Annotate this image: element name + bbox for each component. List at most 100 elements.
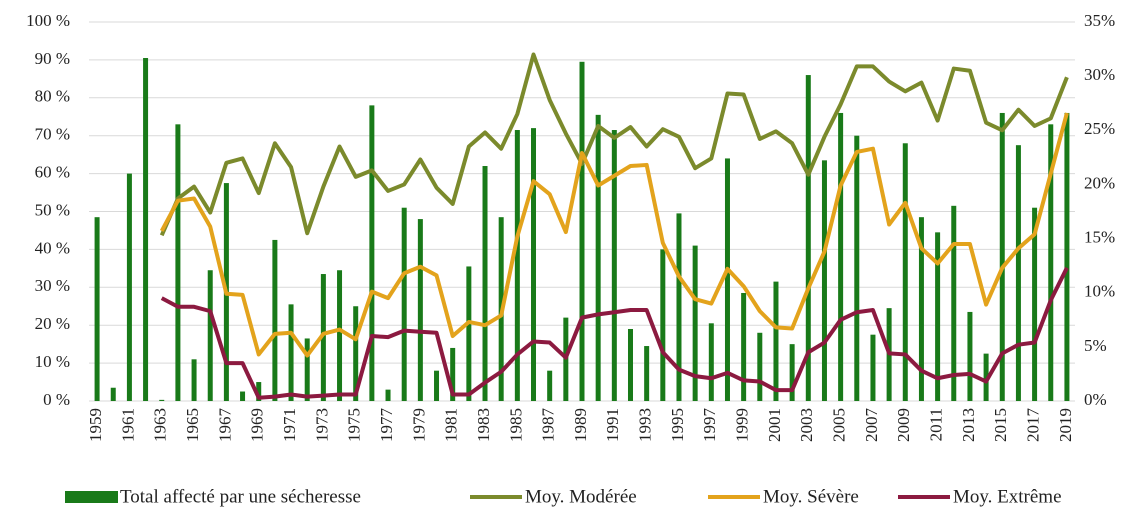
legend-label: Moy. Modérée (525, 486, 637, 507)
legend-swatch (65, 491, 118, 503)
x-tick-label: 1973 (312, 408, 331, 442)
bar (902, 143, 908, 401)
bar (256, 382, 262, 401)
bar (741, 292, 747, 401)
bar (724, 158, 730, 401)
x-tick-label: 2015 (991, 408, 1010, 442)
bar (1032, 207, 1038, 401)
y-tick-label: 0 % (43, 390, 70, 409)
x-tick-label: 1983 (474, 408, 493, 442)
bar (1015, 145, 1021, 401)
bar (1064, 112, 1070, 402)
bar (692, 245, 698, 401)
bar (708, 323, 714, 401)
x-tick-label: 2001 (765, 408, 784, 442)
bar (110, 387, 116, 401)
x-tick-label: 2019 (1056, 408, 1075, 442)
bar (644, 346, 650, 401)
bar (676, 213, 682, 401)
x-tick-label: 1987 (539, 408, 558, 443)
bar (353, 306, 359, 401)
y2-tick-label: 35% (1084, 11, 1115, 30)
y2-tick-label: 30% (1084, 65, 1115, 84)
bar (757, 332, 763, 401)
y2-tick-label: 5% (1084, 336, 1107, 355)
x-tick-label: 2011 (927, 408, 946, 441)
x-tick-label: 1967 (215, 408, 234, 443)
bar (304, 338, 310, 401)
bar (175, 124, 181, 401)
bar (288, 304, 294, 401)
bar (450, 347, 456, 401)
bar (514, 130, 520, 401)
x-tick-label: 1981 (442, 408, 461, 442)
y-tick-label: 20 % (35, 314, 70, 333)
y-tick-label: 70 % (35, 125, 70, 144)
y-tick-label: 50 % (35, 200, 70, 219)
bar (805, 75, 811, 401)
bar (385, 389, 391, 401)
x-tick-label: 1985 (506, 408, 525, 442)
bar (935, 232, 941, 401)
x-tick-label: 1993 (636, 408, 655, 442)
x-tick-label: 1975 (345, 408, 364, 442)
bar (611, 130, 617, 401)
x-tick-label: 1961 (118, 408, 137, 442)
bar (595, 114, 601, 401)
x-tick-label: 2005 (830, 408, 849, 442)
bar (401, 207, 407, 401)
x-tick-label: 1989 (571, 408, 590, 442)
bar (272, 239, 278, 401)
bar (951, 205, 957, 401)
x-tick-label: 2009 (894, 408, 913, 442)
bar (434, 370, 440, 401)
y2-tick-label: 15% (1084, 227, 1115, 246)
bar (417, 219, 423, 401)
line (159, 52, 1069, 237)
x-tick-label: 1965 (183, 408, 202, 442)
bar (531, 128, 537, 401)
y-tick-label: 90 % (35, 49, 70, 68)
bar (207, 270, 213, 401)
y2-tick-label: 20% (1084, 173, 1115, 192)
y2-tick-label: 10% (1084, 282, 1115, 301)
x-tick-label: 1959 (86, 408, 105, 442)
bar (854, 135, 860, 401)
y-tick-label: 10 % (35, 352, 70, 371)
bar (983, 353, 989, 401)
bar (838, 112, 844, 402)
bar (94, 217, 100, 401)
line (159, 112, 1069, 358)
bar (369, 105, 375, 401)
bar (191, 359, 197, 401)
legend-label: Total affecté par une sécheresse (120, 486, 361, 507)
bar (579, 61, 585, 402)
y-tick-label: 80 % (35, 87, 70, 106)
x-tick-label: 1995 (668, 408, 687, 442)
x-tick-label: 1971 (280, 408, 299, 442)
x-tick-label: 1991 (603, 408, 622, 442)
y2-tick-label: 25% (1084, 119, 1115, 138)
bar (821, 160, 827, 401)
x-tick-label: 2003 (797, 408, 816, 442)
y-tick-label: 30 % (35, 276, 70, 295)
bar (773, 281, 779, 401)
bar (320, 274, 326, 401)
bar (1048, 124, 1054, 401)
x-tick-label: 2013 (959, 408, 978, 442)
bar (999, 112, 1005, 402)
bar (240, 391, 246, 401)
x-tick-label: 1963 (151, 408, 170, 442)
legend-label: Moy. Extrême (953, 486, 1062, 507)
bar (627, 328, 633, 401)
x-tick-label: 2017 (1023, 408, 1042, 443)
bar (159, 399, 165, 401)
line (160, 266, 1069, 400)
x-tick-label: 2007 (862, 408, 881, 443)
bar (967, 311, 973, 401)
x-tick-label: 1979 (409, 408, 428, 442)
y-tick-label: 40 % (35, 238, 70, 257)
x-tick-label: 1999 (733, 408, 752, 442)
legend-label: Moy. Sévère (763, 486, 859, 507)
